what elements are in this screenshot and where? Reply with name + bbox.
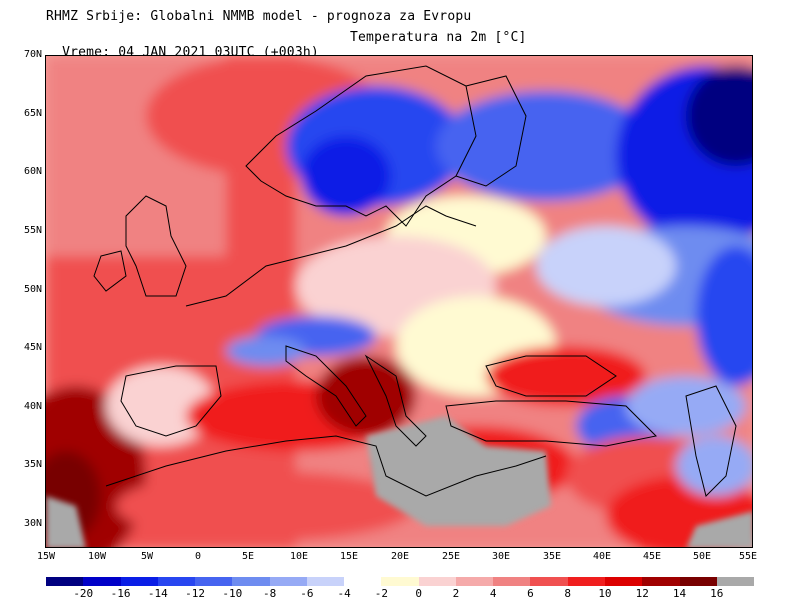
legend-label: -14 — [147, 587, 168, 600]
lon-label-0: 0 — [194, 551, 202, 562]
lon-label-25e: 25E — [441, 551, 461, 562]
legend-label: 8 — [564, 587, 571, 600]
legend-swatch — [195, 577, 233, 586]
coastlines — [93, 65, 737, 497]
lat-label-35n: 35N — [23, 459, 42, 470]
legend-label: 6 — [527, 587, 534, 600]
legend-swatch — [604, 577, 643, 586]
legend-swatch — [157, 577, 196, 586]
legend-label: -4 — [337, 587, 351, 600]
header-parameter: Temperatura na 2m [°C] — [350, 30, 527, 45]
legend-swatch — [530, 577, 568, 586]
temperature-field — [46, 56, 752, 547]
header-title: RHMZ Srbije: Globalni NMMB model - progn… — [46, 9, 472, 24]
legend-label: 12 — [635, 587, 649, 600]
temperature-shading — [46, 56, 752, 547]
lon-label-20e: 20E — [390, 551, 410, 562]
legend-label: 2 — [452, 587, 460, 600]
lon-label-15w: 15W — [36, 551, 56, 562]
legend-label: 0 — [415, 587, 422, 600]
legend-label: -10 — [222, 587, 243, 600]
legend-swatch — [716, 577, 755, 586]
legend-label: 14 — [672, 587, 687, 600]
lon-label-40e: 40E — [592, 551, 612, 562]
lon-label-10e: 10E — [289, 551, 309, 562]
legend-swatch — [269, 577, 307, 586]
lat-label-60n: 60N — [23, 166, 42, 177]
legend-label: -8 — [262, 587, 277, 600]
lat-label-40n: 40N — [23, 401, 42, 412]
legend-swatch — [232, 577, 270, 586]
lon-label-5e: 5E — [241, 551, 255, 562]
lon-label-50e: 50E — [692, 551, 712, 562]
lat-label-45n: 45N — [23, 342, 42, 353]
legend-swatch — [83, 577, 121, 586]
legend-label: -20 — [73, 587, 94, 600]
legend-swatch — [46, 577, 84, 586]
legend-swatch — [418, 577, 456, 586]
lat-label-50n: 50N — [23, 284, 42, 295]
lon-label-5w: 5W — [140, 551, 154, 562]
legend-swatch — [306, 577, 345, 586]
no-data-areas — [46, 416, 752, 547]
lon-label-15e: 15E — [339, 551, 359, 562]
temperature-map — [45, 55, 753, 548]
legend-swatch — [455, 577, 494, 586]
legend-label: 16 — [710, 587, 724, 600]
legend-swatch — [567, 577, 605, 586]
lat-label-30n: 30N — [23, 518, 42, 529]
legend-label: -6 — [300, 587, 314, 600]
legend-label: 4 — [489, 587, 497, 600]
lon-label-30e: 30E — [491, 551, 511, 562]
legend-swatch — [642, 577, 680, 586]
legend-swatch — [381, 577, 419, 586]
color-legend — [46, 577, 755, 586]
legend-label: -12 — [185, 587, 205, 600]
legend-label: -16 — [110, 587, 131, 600]
lon-label-55e: 55E — [738, 551, 758, 562]
lon-label-10w: 10W — [87, 551, 107, 562]
legend-swatch — [344, 577, 382, 586]
lon-label-45e: 45E — [642, 551, 662, 562]
lon-label-35e: 35E — [542, 551, 562, 562]
legend-label: 10 — [598, 587, 612, 600]
legend-swatch — [493, 577, 531, 586]
legend-swatch — [679, 577, 717, 586]
lat-label-65n: 65N — [23, 108, 42, 119]
legend-swatch — [120, 577, 158, 586]
lat-label-55n: 55N — [23, 225, 42, 236]
legend-label: -2 — [374, 587, 388, 600]
lat-label-70n: 70N — [23, 49, 42, 60]
